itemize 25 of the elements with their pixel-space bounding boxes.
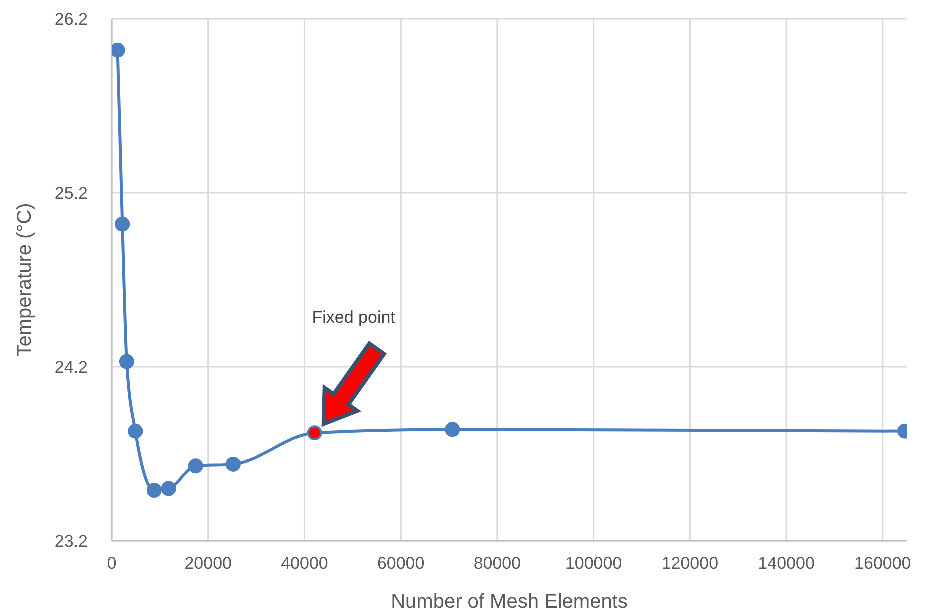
x-tick-label: 160000 — [854, 554, 912, 574]
point — [146, 483, 162, 498]
y-axis-title: Temperature (°C) — [14, 203, 36, 357]
x-axis-title: Number of Mesh Elements — [391, 591, 628, 613]
point — [226, 456, 241, 472]
y-tick-label: 25.2 — [54, 184, 88, 204]
point — [115, 216, 130, 232]
y-tick-label: 23.2 — [54, 532, 88, 552]
point — [119, 354, 134, 370]
annotation: Fixed point — [312, 308, 396, 328]
x-tick-label: 80000 — [474, 554, 522, 574]
y-tick-label: 24.2 — [54, 358, 88, 378]
point — [188, 458, 204, 474]
x-tick-label: 120000 — [662, 554, 719, 574]
y-tick-label: 26.2 — [54, 10, 88, 30]
x-tick-label: 60000 — [377, 554, 425, 574]
x-tick-label: 100000 — [565, 554, 622, 574]
x-tick-label: 20000 — [184, 554, 232, 574]
point — [128, 424, 144, 439]
point — [161, 481, 176, 496]
point — [307, 426, 322, 441]
x-tick-label: 0 — [107, 554, 117, 574]
x-tick-label: 40000 — [281, 554, 328, 574]
point — [445, 422, 460, 438]
x-tick-label: 140000 — [758, 554, 815, 574]
